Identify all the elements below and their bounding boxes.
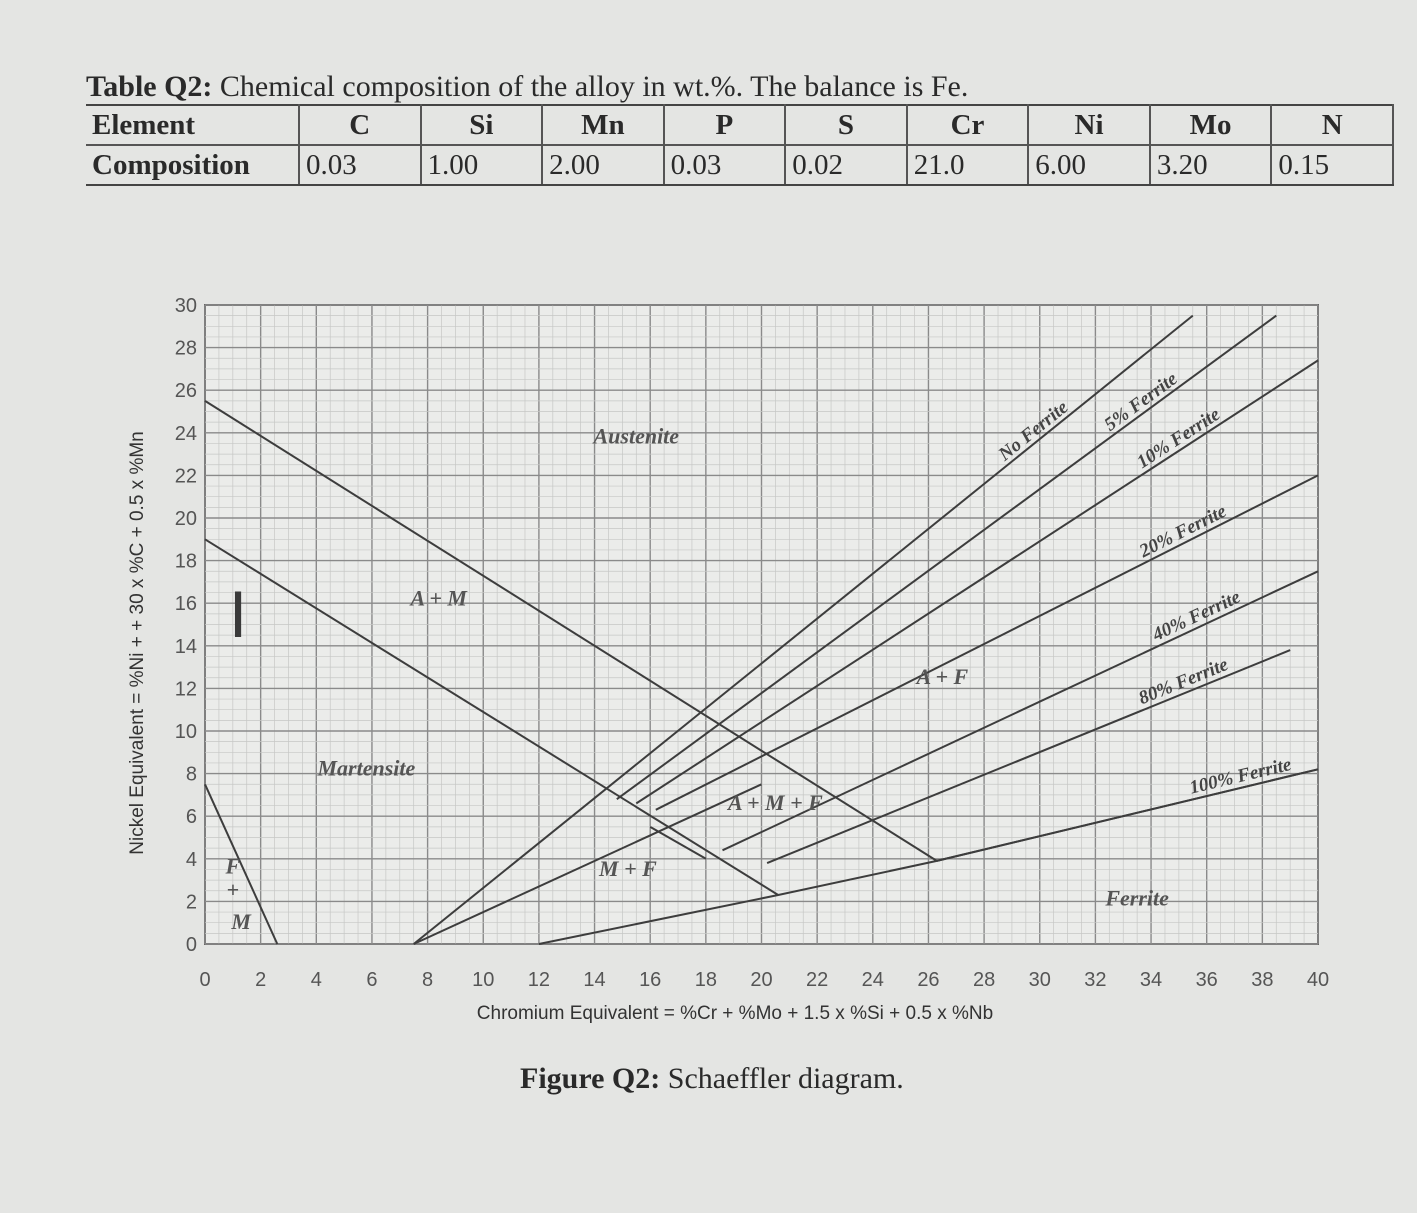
value-cell: 1.00 (420, 145, 544, 186)
element-cell: Cr (906, 104, 1030, 146)
figure-caption: Figure Q2: Schaeffler diagram. (520, 1062, 904, 1096)
ferrite-line (722, 570, 1319, 852)
phase-boundary-line (649, 826, 707, 860)
x-tick-label: 28 (973, 969, 995, 991)
x-tick-label: 32 (1084, 969, 1106, 991)
y-tick-label: 18 (175, 551, 197, 573)
y-tick-label: 14 (175, 636, 197, 658)
region-label: Austenite (591, 423, 679, 448)
element-cell: Mn (542, 104, 665, 146)
i-beam-annotation: I (229, 577, 247, 651)
y-tick-label: 6 (186, 806, 197, 828)
figure-caption-label: Figure Q2: (520, 1062, 661, 1095)
y-tick-label: 10 (175, 721, 197, 743)
x-tick-label: 36 (1196, 969, 1218, 991)
region-label: F (224, 854, 240, 879)
x-tick-label: 18 (695, 969, 717, 991)
value-cell: 0.03 (299, 145, 422, 186)
row-label: Composition (86, 145, 300, 186)
y-tick-label: 16 (175, 593, 197, 615)
x-tick-label: 20 (750, 969, 772, 991)
element-cell: S (785, 104, 908, 146)
x-tick-label: 16 (639, 969, 661, 991)
region-label: M (230, 909, 252, 934)
element-cell: Si (420, 104, 544, 146)
element-cell: Mo (1149, 104, 1273, 146)
ferrite-line (655, 474, 1319, 811)
region-label: A + M + F (726, 790, 823, 815)
phase-boundary-line (204, 538, 779, 896)
y-tick-label: 0 (186, 934, 197, 956)
element-cell: C (299, 104, 422, 146)
y-tick-label: 8 (186, 764, 197, 786)
x-axis-label: Chromium Equivalent = %Cr + %Mo + 1.5 x … (477, 1003, 993, 1024)
y-tick-label: 26 (175, 380, 197, 402)
y-tick-label: 22 (175, 465, 197, 487)
x-tick-label: 24 (862, 969, 884, 991)
y-tick-label: 24 (175, 423, 197, 445)
value-cell: 21.0 (906, 145, 1030, 186)
x-tick-label: 34 (1140, 969, 1162, 991)
y-axis-label: Nickel Equivalent = %Ni + + 30 x %C + 0.… (127, 431, 148, 854)
region-label: + (227, 877, 240, 902)
element-cell: P (663, 104, 787, 146)
y-tick-label: 28 (175, 338, 197, 360)
ferrite-line (635, 359, 1319, 805)
y-tick-label: 12 (175, 678, 197, 700)
table-value-row: Composition 0.03 1.00 2.00 0.03 0.02 21.… (86, 145, 1394, 186)
region-label: A + F (915, 664, 969, 689)
x-tick-label: 40 (1307, 969, 1329, 991)
table-caption: Table Q2: Chemical composition of the al… (86, 70, 968, 104)
ferrite-line (766, 649, 1291, 865)
region-label: A + M (408, 585, 468, 610)
x-tick-label: 30 (1029, 969, 1051, 991)
ferrite-line (413, 314, 1194, 945)
grid (204, 304, 1319, 945)
ferrite-line (616, 314, 1277, 801)
ferrite-line (936, 768, 1319, 862)
region-label: Martensite (316, 756, 415, 781)
y-tick-label: 20 (175, 508, 197, 530)
x-tick-label: 22 (806, 969, 828, 991)
x-tick-label: 14 (583, 969, 605, 991)
value-cell: 0.03 (663, 145, 787, 186)
x-tick-label: 2 (255, 969, 266, 991)
value-cell: 3.20 (1149, 145, 1273, 186)
composition-table: Element C Si Mn P S Cr Ni Mo N Compositi… (86, 104, 1394, 186)
value-cell: 6.00 (1028, 145, 1151, 186)
table-caption-text: Chemical composition of the alloy in wt.… (219, 70, 969, 103)
value-cell: 2.00 (542, 145, 665, 186)
tick-labels: 0 2 4 6 8 10 12 14 16 18 20 22 24 26 28 30 32 34 36 38 40024… (175, 295, 1329, 991)
element-cell: Ni (1028, 104, 1151, 146)
figure-caption-text: Schaeffler diagram. (667, 1062, 904, 1095)
header-label: Element (86, 104, 300, 146)
x-tick-label: 0 (199, 969, 210, 991)
element-cell: N (1271, 104, 1394, 146)
value-cell: 0.15 (1271, 145, 1394, 186)
region-label: M + F (598, 856, 657, 881)
x-tick-label: 4 (311, 969, 322, 991)
x-tick-label: 38 (1251, 969, 1273, 991)
y-tick-label: 2 (186, 891, 197, 913)
x-tick-label: 26 (917, 969, 939, 991)
table-header-row: Element C Si Mn P S Cr Ni Mo N (86, 104, 1394, 146)
y-tick-label: 30 (175, 295, 197, 317)
phase-boundary-line (413, 783, 762, 945)
y-tick-label: 4 (186, 849, 197, 871)
x-tick-label: 10 (472, 969, 494, 991)
x-tick-label: 8 (422, 969, 433, 991)
phase-boundary-line (204, 400, 938, 862)
value-cell: 0.02 (785, 145, 908, 186)
x-tick-label: 12 (528, 969, 550, 991)
phase-boundary-line (204, 783, 279, 945)
region-label: Ferrite (1104, 886, 1169, 911)
x-tick-label: 6 (366, 969, 377, 991)
region-labels: Austenite A + M Martensite A + F A + M + F M … (224, 423, 1169, 934)
table-caption-label: Table Q2: (86, 70, 213, 103)
